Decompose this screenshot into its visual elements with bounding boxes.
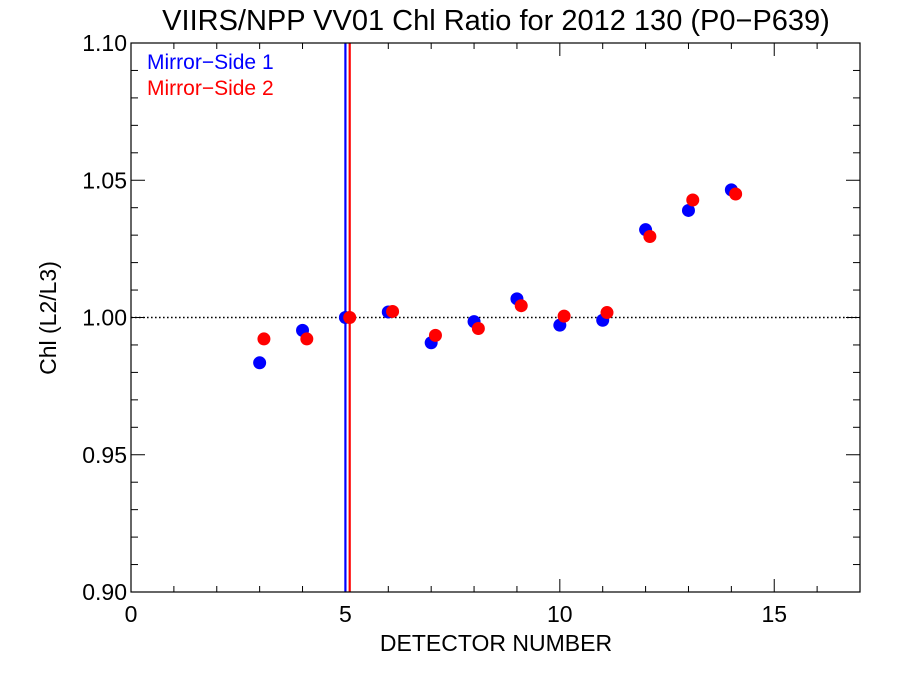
chart-title: VIIRS/NPP VV01 Chl Ratio for 2012 130 (P… [162, 5, 830, 37]
x-tick-labels: 0 5 10 15 [125, 601, 787, 627]
series-2-point [343, 311, 357, 324]
series-2-point [386, 304, 400, 318]
series-2-point [300, 332, 314, 346]
reference-lines [131, 43, 860, 592]
series-2-point [514, 299, 528, 313]
x-axis-label: DETECTOR NUMBER [380, 630, 612, 656]
x-tick-label: 5 [339, 601, 352, 627]
series-1-point [681, 203, 695, 217]
y-tick-label: 1.00 [82, 305, 127, 331]
y-axis-label: Chl (L2/L3) [35, 261, 61, 375]
legend: Mirror−Side 1 Mirror−Side 2 [147, 51, 274, 100]
series-2-point [257, 332, 271, 346]
series-2-point [428, 328, 442, 342]
plot-frame [130, 42, 861, 593]
series-2-point [643, 230, 657, 244]
legend-entry-series-1: Mirror−Side 1 [147, 51, 274, 74]
series-2-point [686, 193, 700, 207]
y-tick-label: 0.95 [82, 442, 127, 468]
y-tick-labels: 0.90 0.95 1.00 1.05 1.10 [82, 30, 127, 605]
x-tick-label: 0 [125, 601, 138, 627]
y-tick-label: 1.10 [82, 30, 127, 56]
y-tick-label: 0.90 [82, 579, 127, 605]
y-tick-label: 1.05 [82, 167, 127, 193]
data-points [253, 183, 743, 370]
series-2-point [557, 309, 571, 323]
series-2-point [729, 187, 743, 201]
series-1-point [253, 356, 267, 370]
series-2-point [600, 306, 614, 320]
x-tick-label: 15 [761, 601, 787, 627]
x-tick-label: 10 [547, 601, 573, 627]
legend-entry-series-2: Mirror−Side 2 [147, 77, 274, 100]
series-2-point [471, 321, 485, 335]
